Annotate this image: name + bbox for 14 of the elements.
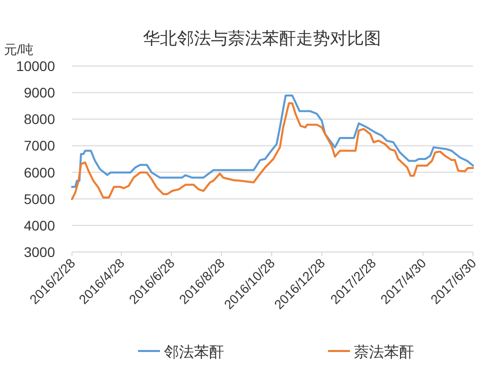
y-tick-label: 3000 xyxy=(24,244,56,260)
y-axis-title: 元/吨 xyxy=(4,42,34,57)
line-series xyxy=(71,94,474,188)
legend-label: 萘法苯酐 xyxy=(354,344,414,361)
y-tick-label: 9000 xyxy=(24,84,56,101)
y-tick-label: 8000 xyxy=(24,111,56,128)
y-tick-label: 10000 xyxy=(16,58,56,74)
y-tick-label: 5000 xyxy=(24,190,56,207)
legend-label: 邻法苯酐 xyxy=(164,344,224,361)
line-series xyxy=(71,102,474,200)
y-tick-label: 7000 xyxy=(24,138,56,154)
y-tick-label: 4000 xyxy=(24,217,56,234)
chart-title: 华北邻法与萘法苯酐走势对比图 xyxy=(143,29,381,48)
y-tick-label: 6000 xyxy=(24,164,56,180)
